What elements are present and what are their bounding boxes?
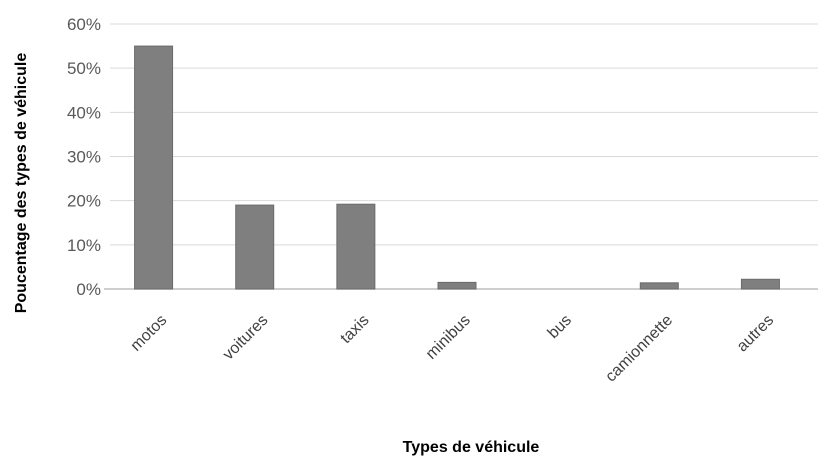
y-tick-label: 0% [76, 280, 101, 299]
x-tick-label: motos [128, 312, 171, 355]
bar-autres [740, 278, 780, 290]
x-tick-label: voitures [220, 312, 272, 364]
bars [134, 45, 780, 290]
y-tick-label: 30% [67, 148, 101, 167]
gridlines [104, 23, 818, 290]
x-tick-labels: motos voitures taxis minibus bus camionnette a… [128, 312, 778, 386]
x-tick-label: autres [734, 312, 777, 355]
x-tick-label: minibus [423, 312, 474, 363]
y-axis-title: Poucentage des types de véhicule [13, 53, 30, 314]
y-tick-label: 60% [67, 15, 101, 34]
x-axis-title: Types de véhicule [403, 439, 540, 456]
y-tick-label: 40% [67, 103, 101, 122]
y-tick-label: 10% [67, 236, 101, 255]
bar-taxis [336, 203, 376, 290]
y-tick-label: 50% [67, 59, 101, 78]
bar-motos [134, 45, 174, 290]
y-tick-label: 20% [67, 192, 101, 211]
x-tick-label: camionnette [602, 312, 676, 386]
bar-voitures [235, 204, 275, 290]
y-tick-labels: 0% 10% 20% 30% 40% 50% 60% [67, 15, 101, 299]
x-tick-label: taxis [337, 312, 372, 347]
bar-camionnette [639, 282, 679, 290]
x-tick-label: bus [545, 312, 575, 342]
bar-minibus [437, 281, 477, 290]
